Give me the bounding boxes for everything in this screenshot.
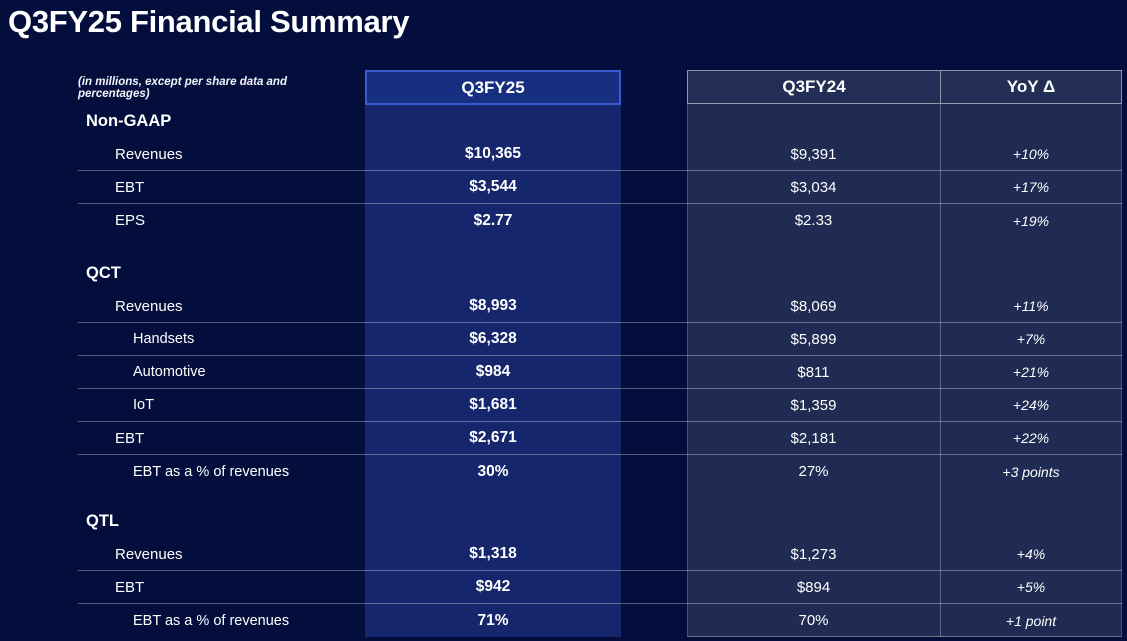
data-row: EBT $942 $894 +5% — [78, 571, 1122, 604]
value-yoy-delta: +17% — [1012, 179, 1050, 195]
data-row: Handsets $6,328 $5,899 +7% — [78, 323, 1122, 356]
value-current-quarter: $2.77 — [473, 211, 513, 229]
summary-table: Non-GAAP Revenues $10,365 $9,391 +10% EBT $3,5… — [78, 105, 1122, 637]
value-yoy-delta: +3 points — [1002, 463, 1060, 480]
data-row: Revenues $1,318 $1,273 +4% — [78, 538, 1122, 571]
value-prior-quarter: $894 — [796, 578, 831, 596]
value-prior-quarter: $5,899 — [790, 330, 837, 348]
value-current-quarter: $2,671 — [469, 429, 517, 446]
section-header-row: QCT — [78, 257, 1122, 290]
section-header-row: QTL — [78, 505, 1122, 538]
row-label: EPS — [115, 212, 146, 229]
row-label: EBT — [115, 578, 145, 596]
value-prior-quarter: $1,359 — [790, 396, 837, 414]
section-header-label: QTL — [86, 512, 119, 530]
value-prior-quarter: $9,391 — [790, 145, 837, 163]
section-header-label: Non-GAAP — [86, 112, 172, 130]
row-label: Revenues — [115, 545, 183, 563]
value-yoy-delta: +1 point — [1005, 612, 1057, 629]
value-yoy-delta: +24% — [1012, 397, 1050, 413]
value-yoy-delta: +5% — [1016, 579, 1046, 595]
row-label: EBT — [115, 429, 145, 447]
prior-yoy-column-divider — [940, 104, 941, 637]
data-row: Revenues $8,993 $8,069 +11% — [78, 290, 1122, 323]
section-spacer — [78, 237, 1122, 257]
data-row: Automotive $984 $811 +21% — [78, 356, 1122, 389]
value-prior-quarter: $3,034 — [790, 178, 837, 196]
row-label: IoT — [133, 397, 154, 413]
page-title: Q3FY25 Financial Summary — [8, 4, 410, 39]
column-header-group: Q3FY24 YoY Δ — [687, 70, 1122, 104]
units-note: (in millions, except per share data and … — [78, 75, 287, 100]
column-header-yoy-delta: YoY Δ — [1006, 77, 1056, 96]
value-current-quarter: 71% — [477, 611, 509, 629]
row-label: Revenues — [115, 145, 183, 163]
value-current-quarter: $3,544 — [469, 178, 517, 195]
column-header-current-quarter: Q3FY25 — [365, 70, 621, 105]
value-yoy-delta: +19% — [1012, 212, 1050, 229]
current-quarter-column-background — [365, 105, 621, 637]
value-prior-quarter: $2,181 — [790, 429, 837, 447]
value-current-quarter: $6,328 — [469, 330, 517, 347]
section-header-row: Non-GAAP — [78, 105, 1122, 138]
data-row: IoT $1,681 $1,359 +24% — [78, 389, 1122, 422]
row-label: Automotive — [133, 364, 206, 380]
row-label: Handsets — [133, 331, 195, 347]
section-spacer — [78, 488, 1122, 505]
value-yoy-delta: +4% — [1016, 546, 1046, 562]
data-row: Revenues $10,365 $9,391 +10% — [78, 138, 1122, 171]
data-row: EBT $3,544 $3,034 +17% — [78, 171, 1122, 204]
value-prior-quarter: $8,069 — [790, 297, 837, 315]
value-yoy-delta: +11% — [1013, 298, 1049, 314]
value-current-quarter: $1,318 — [469, 545, 517, 562]
value-yoy-delta: +7% — [1016, 331, 1046, 347]
value-prior-quarter: 70% — [798, 612, 829, 629]
value-current-quarter: $1,681 — [469, 396, 517, 413]
value-current-quarter: $984 — [475, 363, 511, 380]
row-label: EBT as a % of revenues — [133, 612, 290, 629]
value-yoy-delta: +21% — [1012, 364, 1050, 380]
value-prior-quarter: 27% — [798, 463, 829, 480]
row-label: EBT — [115, 178, 145, 196]
data-row: EBT $2,671 $2,181 +22% — [78, 422, 1122, 455]
data-row: EPS $2.77 $2.33 +19% — [78, 204, 1122, 237]
value-current-quarter: 30% — [477, 462, 509, 480]
value-prior-quarter: $2.33 — [794, 212, 833, 229]
value-yoy-delta: +10% — [1012, 146, 1050, 162]
value-prior-quarter: $1,273 — [790, 545, 837, 563]
column-header-prior-quarter: Q3FY24 — [688, 71, 941, 103]
prior-quarter-block-background — [687, 104, 1122, 637]
value-yoy-delta: +22% — [1012, 430, 1050, 446]
data-row: EBT as a % of revenues 30% 27% +3 points — [78, 455, 1122, 488]
value-prior-quarter: $811 — [797, 363, 830, 381]
section-header-label: QCT — [86, 264, 121, 282]
data-row: EBT as a % of revenues 71% 70% +1 point — [78, 604, 1122, 637]
row-label: Revenues — [115, 297, 183, 315]
value-current-quarter: $8,993 — [469, 297, 517, 314]
row-label: EBT as a % of revenues — [133, 463, 290, 480]
value-current-quarter: $10,365 — [464, 145, 522, 162]
value-current-quarter: $942 — [475, 578, 511, 595]
